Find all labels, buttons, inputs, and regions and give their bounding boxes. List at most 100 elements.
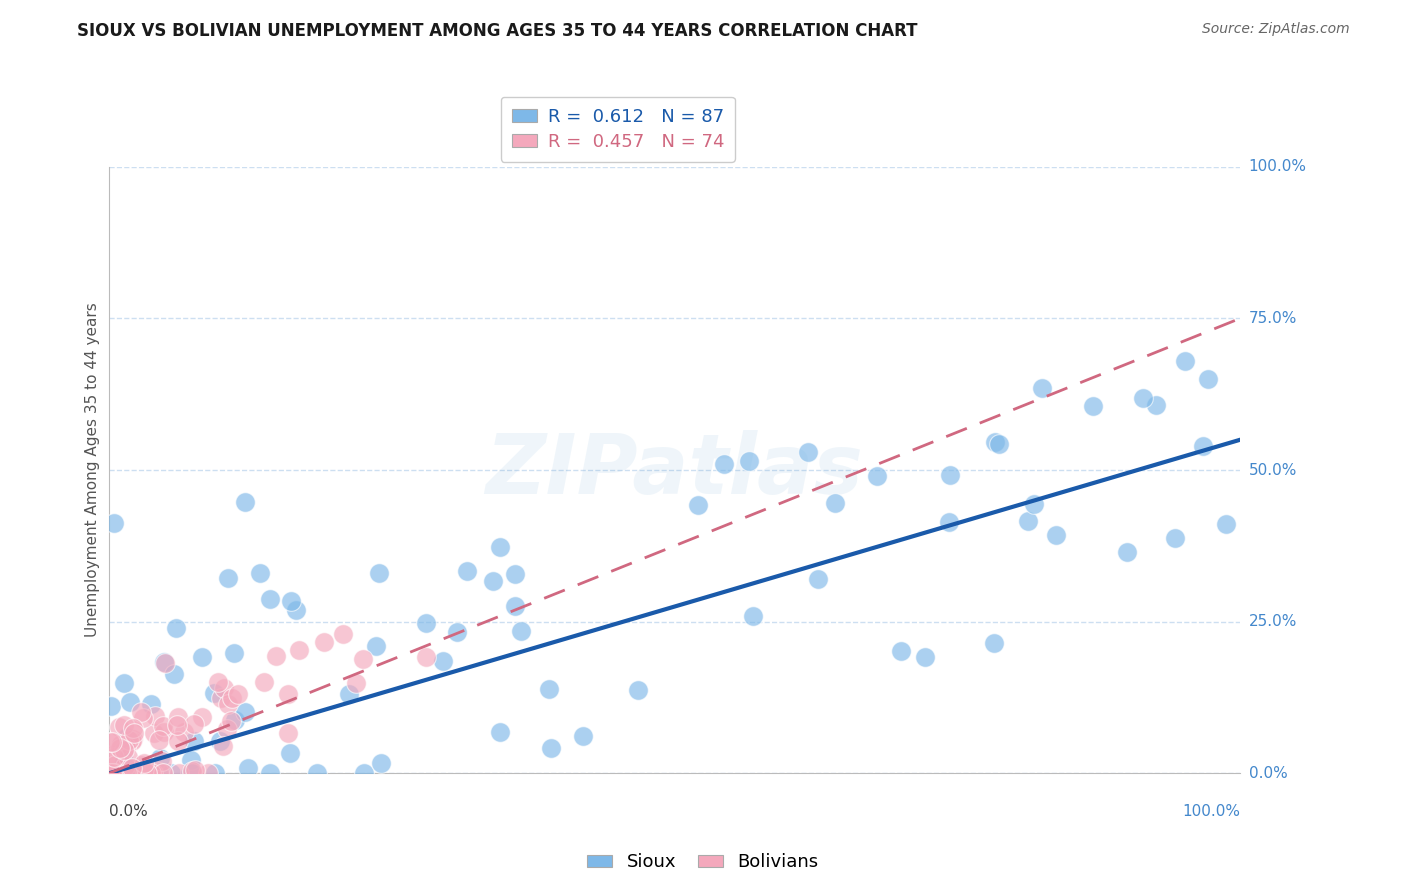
Point <box>277 725 299 739</box>
Y-axis label: Unemployment Among Ages 35 to 44 years: Unemployment Among Ages 35 to 44 years <box>86 302 100 638</box>
Text: 50.0%: 50.0% <box>1249 463 1296 477</box>
Point <box>122 725 145 739</box>
Point <box>866 469 889 483</box>
Point <box>489 724 512 739</box>
Point <box>217 571 239 585</box>
Point <box>136 766 159 780</box>
Point <box>415 616 437 631</box>
Point <box>112 743 135 757</box>
Point <box>118 766 141 780</box>
Point <box>1144 398 1167 412</box>
Point <box>111 766 134 780</box>
Point <box>222 646 245 660</box>
Point <box>713 457 735 471</box>
Point <box>224 713 246 727</box>
Point <box>143 708 166 723</box>
Point <box>129 705 152 719</box>
Point <box>121 733 143 747</box>
Point <box>100 766 122 780</box>
Point <box>209 734 232 748</box>
Point <box>983 636 1005 650</box>
Point <box>890 643 912 657</box>
Point <box>938 467 960 482</box>
Point <box>183 717 205 731</box>
Point <box>129 766 152 780</box>
Point <box>103 516 125 530</box>
Point <box>344 676 367 690</box>
Point <box>121 731 143 746</box>
Point <box>167 766 190 780</box>
Point <box>104 766 127 780</box>
Point <box>259 592 281 607</box>
Point <box>236 761 259 775</box>
Text: ZIPatlas: ZIPatlas <box>485 430 863 510</box>
Point <box>235 495 257 509</box>
Point <box>183 734 205 748</box>
Point <box>287 643 309 657</box>
Point <box>202 686 225 700</box>
Point <box>110 741 132 756</box>
Point <box>117 749 139 764</box>
Point <box>173 724 195 739</box>
Point <box>152 725 174 739</box>
Text: 25.0%: 25.0% <box>1249 615 1296 629</box>
Point <box>337 687 360 701</box>
Point <box>103 749 125 764</box>
Point <box>797 444 820 458</box>
Point <box>152 766 174 780</box>
Point <box>112 717 135 731</box>
Point <box>114 759 136 773</box>
Point <box>488 541 510 555</box>
Point <box>115 730 138 744</box>
Point <box>737 453 759 467</box>
Point <box>191 710 214 724</box>
Legend: Sioux, Bolivians: Sioux, Bolivians <box>579 847 827 879</box>
Point <box>148 764 170 779</box>
Point <box>572 730 595 744</box>
Point <box>370 756 392 771</box>
Text: 0.0%: 0.0% <box>108 804 148 819</box>
Point <box>984 435 1007 450</box>
Point <box>132 711 155 725</box>
Point <box>1215 516 1237 531</box>
Point <box>253 675 276 690</box>
Point <box>149 750 172 764</box>
Point <box>115 766 138 780</box>
Point <box>128 766 150 780</box>
Legend: R =  0.612   N = 87, R =  0.457   N = 74: R = 0.612 N = 87, R = 0.457 N = 74 <box>501 96 735 161</box>
Point <box>191 649 214 664</box>
Text: 0.0%: 0.0% <box>1249 766 1288 781</box>
Point <box>114 766 136 780</box>
Point <box>742 608 765 623</box>
Point <box>1024 497 1046 511</box>
Point <box>249 566 271 581</box>
Point <box>100 766 122 780</box>
Point <box>204 766 226 780</box>
Point <box>807 572 830 586</box>
Point <box>1164 531 1187 545</box>
Point <box>129 757 152 772</box>
Point <box>914 650 936 665</box>
Point <box>540 740 562 755</box>
Point <box>456 565 478 579</box>
Point <box>1132 392 1154 406</box>
Point <box>503 567 526 582</box>
Point <box>987 436 1010 450</box>
Point <box>101 748 124 763</box>
Point <box>115 766 138 780</box>
Point <box>131 766 153 780</box>
Point <box>481 574 503 588</box>
Point <box>510 624 533 639</box>
Point <box>183 763 205 777</box>
Point <box>1017 514 1039 528</box>
Point <box>98 766 121 780</box>
Point <box>110 737 132 751</box>
Point <box>134 756 156 770</box>
Point <box>197 766 219 780</box>
Point <box>207 675 229 690</box>
Point <box>211 739 233 753</box>
Point <box>155 657 177 671</box>
Point <box>101 735 124 749</box>
Point <box>280 594 302 608</box>
Point <box>266 649 288 664</box>
